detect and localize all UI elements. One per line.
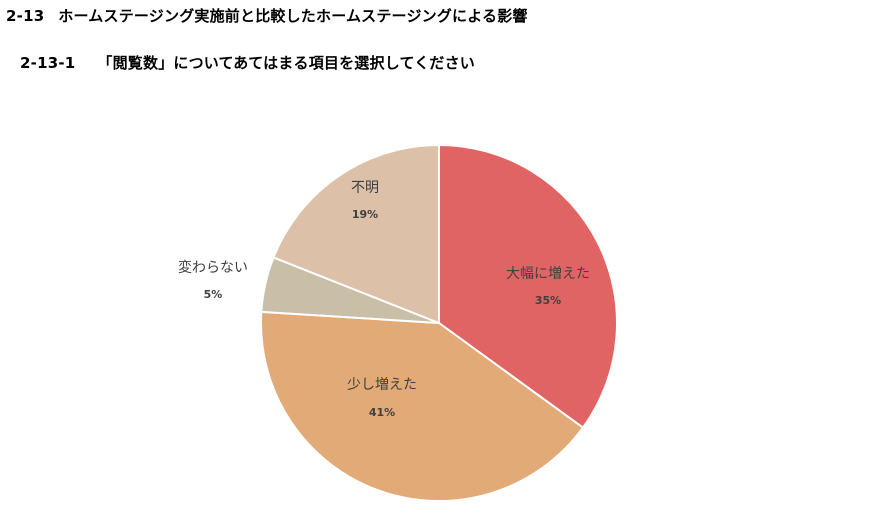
slice-label-greatly-increased: 大幅に増えた xyxy=(506,266,590,282)
slice-label-no-change: 変わらない xyxy=(178,259,248,276)
pie-slice-unknown xyxy=(272,143,440,325)
slice-value-no-change: 5% xyxy=(204,288,223,301)
pie-slice-slightly-increased xyxy=(259,310,585,502)
subsection-heading: 2-13-1 「閲覧数」についてあてはまる項目を選択してください xyxy=(20,52,475,73)
slice-label-unknown: 不明 xyxy=(351,180,379,196)
slice-label-slightly-increased: 少し増えた xyxy=(347,377,417,393)
pie-slice-greatly-increased xyxy=(438,143,618,430)
subsection-title: 「閲覧数」についてあてはまる項目を選択してください xyxy=(97,54,476,72)
slice-value-unknown: 19% xyxy=(352,208,378,221)
subsection-number: 2-13-1 xyxy=(20,54,76,72)
section-number: 2-13 xyxy=(6,7,45,25)
section-heading: 2-13 ホームステージング実施前と比較したホームステージングによる影響 xyxy=(6,5,528,26)
slice-value-slightly-increased: 41% xyxy=(369,406,395,419)
slice-value-greatly-increased: 35% xyxy=(535,294,561,307)
section-title: ホームステージング実施前と比較したホームステージングによる影響 xyxy=(58,7,528,25)
